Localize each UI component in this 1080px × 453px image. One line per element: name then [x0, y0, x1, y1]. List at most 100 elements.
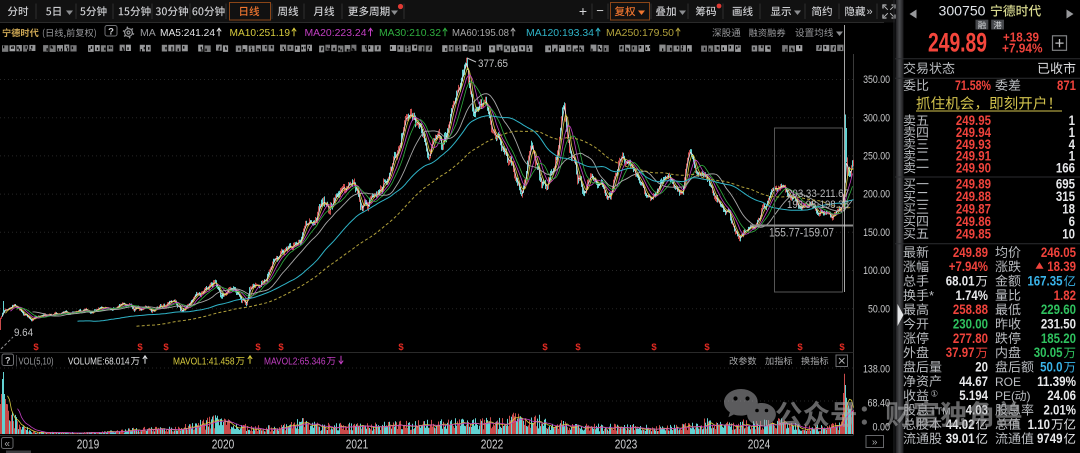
svg-text:68.40: 68.40 [868, 397, 891, 409]
svg-text:249.88: 249.88 [956, 189, 992, 204]
svg-text:$: $ [651, 342, 657, 353]
svg-text:155.77-159.07: 155.77-159.07 [769, 228, 834, 240]
svg-text:2022: 2022 [481, 438, 504, 452]
svg-text:249.90: 249.90 [956, 160, 991, 175]
svg-text:277.80: 277.80 [953, 331, 988, 346]
svg-text:300.00: 300.00 [863, 112, 890, 124]
svg-text:1.74%: 1.74% [955, 288, 988, 303]
svg-text:4: 4 [1069, 137, 1076, 152]
svg-text:249.95: 249.95 [956, 113, 992, 128]
svg-text:ROE: ROE [995, 375, 1021, 389]
svg-text:71.58%: 71.58% [955, 78, 991, 93]
svg-text:185.20: 185.20 [1041, 331, 1076, 346]
svg-text:MA120:193.34: MA120:193.34 [526, 27, 594, 39]
svg-text:315: 315 [1056, 189, 1076, 204]
svg-text:300750: 300750 [939, 3, 986, 19]
svg-text:2024: 2024 [748, 438, 771, 452]
svg-text:2021: 2021 [346, 438, 369, 452]
svg-text:249.87: 249.87 [956, 202, 991, 217]
svg-text:30.05: 30.05 [1034, 345, 1063, 360]
svg-text:$: $ [542, 342, 548, 353]
svg-text:138.00: 138.00 [863, 363, 890, 375]
svg-text:VOLUME:68.014: VOLUME:68.014 [68, 356, 130, 367]
svg-text:$: $ [278, 342, 284, 353]
svg-text:11.39%: 11.39% [1037, 374, 1076, 389]
svg-text:249.91: 249.91 [956, 149, 992, 164]
svg-text:20: 20 [975, 360, 988, 375]
svg-text:350.00: 350.00 [863, 74, 890, 86]
svg-text:695: 695 [1056, 177, 1076, 192]
svg-text:?: ? [5, 355, 11, 365]
svg-text:$: $ [137, 342, 143, 353]
svg-text:1.82: 1.82 [1054, 288, 1076, 303]
svg-text:249.89: 249.89 [928, 27, 987, 57]
svg-text:①: ① [931, 389, 939, 399]
svg-text:TTM: TTM [930, 407, 951, 418]
svg-text:10: 10 [1062, 226, 1075, 241]
svg-text:246.05: 246.05 [1041, 245, 1077, 260]
svg-text:5.194: 5.194 [959, 388, 988, 403]
svg-text:200.00: 200.00 [863, 189, 890, 201]
svg-text:2023: 2023 [615, 438, 638, 452]
svg-text:166: 166 [1056, 160, 1076, 175]
svg-text:?: ? [108, 27, 114, 38]
svg-text:167.35: 167.35 [1027, 274, 1063, 289]
svg-text:MA30:210.32: MA30:210.32 [379, 27, 441, 39]
svg-text:*: * [929, 288, 934, 303]
svg-text:$: $ [255, 342, 261, 353]
svg-text:2019: 2019 [77, 438, 100, 452]
svg-text:18: 18 [1062, 202, 1075, 217]
svg-text:$: $ [704, 342, 710, 353]
svg-text:249.89: 249.89 [956, 177, 991, 192]
svg-text:249.93: 249.93 [956, 137, 992, 152]
svg-text:18.39: 18.39 [1047, 259, 1076, 274]
svg-text:1.10: 1.10 [1028, 417, 1050, 432]
svg-text:−: − [596, 3, 604, 18]
svg-text:229.60: 229.60 [1041, 302, 1076, 317]
svg-text:2.01%: 2.01% [1043, 403, 1076, 418]
svg-text:9.64: 9.64 [14, 327, 33, 339]
svg-text:+: + [579, 3, 587, 19]
svg-text:MA20:223.24: MA20:223.24 [305, 27, 367, 39]
svg-text:«: « [4, 439, 10, 450]
svg-text:24.06: 24.06 [1047, 388, 1076, 403]
svg-text:100.00: 100.00 [863, 265, 890, 277]
svg-text:1: 1 [1069, 125, 1076, 140]
svg-text:249.89: 249.89 [953, 245, 988, 260]
svg-text:MA: MA [140, 27, 156, 39]
svg-text:231.50: 231.50 [1041, 317, 1076, 332]
svg-text:68.01: 68.01 [946, 274, 975, 289]
svg-text:193.98-198.38: 193.98-198.38 [787, 199, 849, 211]
svg-text:0.00: 0.00 [873, 421, 891, 433]
svg-text:230.00: 230.00 [953, 317, 988, 332]
svg-text:250.00: 250.00 [863, 151, 890, 163]
svg-text:6: 6 [1069, 214, 1076, 229]
svg-text:»: » [872, 437, 878, 448]
svg-text:1: 1 [1069, 149, 1076, 164]
svg-text:249.94: 249.94 [956, 125, 992, 140]
svg-text:2020: 2020 [212, 438, 235, 452]
svg-text:$: $ [797, 342, 803, 353]
svg-text:PE(: PE( [995, 389, 1015, 403]
svg-text:MA60:195.08: MA60:195.08 [452, 27, 509, 39]
svg-text:249.85: 249.85 [956, 226, 992, 241]
svg-text:+7.94%: +7.94% [1002, 40, 1043, 55]
svg-text:9749: 9749 [1037, 431, 1063, 446]
svg-text:150.00: 150.00 [863, 227, 890, 239]
svg-text:203.33-211.67: 203.33-211.67 [787, 188, 849, 200]
svg-text:$: $ [575, 342, 581, 353]
svg-text:1: 1 [1069, 113, 1076, 128]
svg-text:$: $ [839, 342, 845, 353]
svg-text:+18.39: +18.39 [1003, 29, 1039, 44]
svg-text:»: » [867, 6, 873, 18]
svg-text:258.88: 258.88 [953, 302, 989, 317]
svg-text:871: 871 [1057, 78, 1076, 93]
svg-text:MA10:251.19: MA10:251.19 [230, 27, 291, 39]
svg-text:+7.94%: +7.94% [949, 259, 988, 274]
svg-text:MA5:241.24: MA5:241.24 [160, 27, 215, 39]
svg-text:$: $ [33, 342, 39, 353]
svg-text:249.86: 249.86 [956, 214, 992, 229]
svg-text:MAVOL1:41.458: MAVOL1:41.458 [173, 356, 235, 367]
svg-text:$: $ [163, 342, 169, 353]
svg-text:50.0: 50.0 [1040, 360, 1062, 375]
